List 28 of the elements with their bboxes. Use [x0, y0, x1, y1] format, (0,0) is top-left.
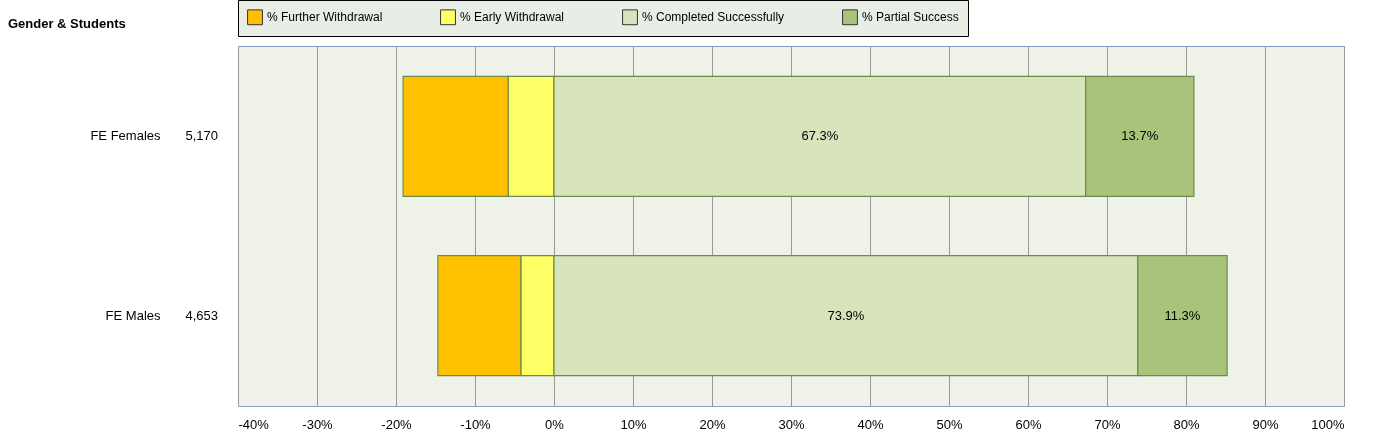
x-tick-label: -20% — [381, 416, 413, 432]
legend-label: % Partial Success — [862, 10, 959, 25]
x-tick-label: 60% — [1015, 416, 1042, 432]
x-tick-label: 70% — [1094, 416, 1121, 432]
x-tick-label: 90% — [1252, 416, 1279, 432]
text: 5,170 — [185, 128, 218, 144]
legend-label: % Completed Successfully — [642, 10, 785, 25]
x-tick-label: 50% — [936, 416, 963, 432]
x-tick-label: 100% — [1311, 416, 1345, 432]
x-tick-label: 30% — [778, 416, 805, 432]
text: Gender & Students — [8, 16, 126, 31]
legend-label: % Further Withdrawal — [267, 10, 383, 25]
x-tick-label: -30% — [302, 416, 334, 432]
data-label: 13.7% — [1121, 128, 1159, 144]
x-tick-label: 40% — [857, 416, 884, 432]
x-tick-label: -10% — [460, 416, 492, 432]
x-tick-label: -40% — [238, 416, 270, 432]
y-tick-label: FE Males — [105, 307, 161, 323]
legend-label: % Early Withdrawal — [460, 10, 565, 25]
text: 4,653 — [185, 307, 218, 323]
x-tick-label: 20% — [699, 416, 726, 432]
x-tick-label: 0% — [545, 416, 565, 432]
data-label: 67.3% — [801, 128, 839, 144]
data-label: 73.9% — [827, 307, 865, 323]
x-tick-label: 80% — [1173, 416, 1200, 432]
x-tick-label: 10% — [620, 416, 647, 432]
y-tick-label: FE Females — [90, 128, 161, 144]
data-label: 11.3% — [1164, 307, 1201, 323]
